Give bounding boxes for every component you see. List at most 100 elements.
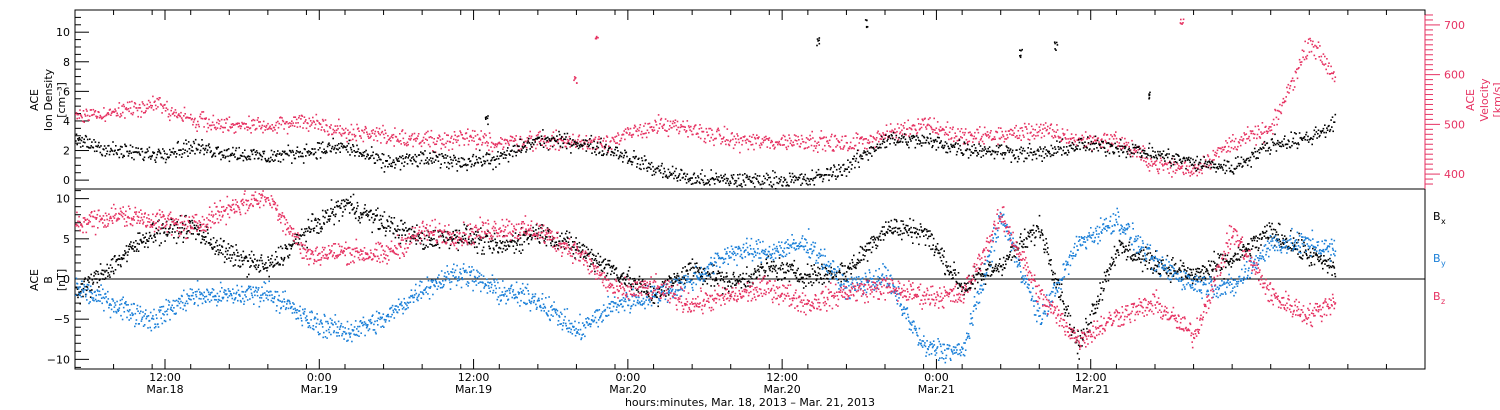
density-point [241, 155, 243, 157]
density-point [995, 145, 998, 147]
density-point [108, 153, 111, 156]
velocity-point [464, 138, 466, 140]
bx-point [277, 261, 279, 264]
velocity-point [411, 133, 414, 135]
velocity-point [476, 143, 478, 146]
velocity-point [909, 133, 912, 135]
velocity-point [566, 138, 569, 141]
density-point [623, 154, 625, 157]
density-point [883, 141, 886, 143]
velocity-point [118, 102, 121, 104]
bx-point [732, 273, 734, 276]
bx-point [647, 291, 649, 293]
velocity-point [275, 121, 278, 124]
bx-point [399, 229, 401, 231]
velocity-point [99, 114, 102, 117]
velocity-point [1313, 54, 1316, 57]
bx-point [730, 285, 732, 288]
velocity-point [1260, 133, 1263, 135]
bx-point [567, 237, 569, 239]
velocity-point [1075, 144, 1078, 146]
density-point [314, 148, 316, 150]
density-point [1065, 152, 1067, 154]
velocity-point [852, 137, 855, 139]
velocity-point [741, 143, 743, 146]
bx-point [227, 243, 230, 245]
velocity-point [662, 127, 664, 129]
velocity-point [276, 132, 278, 134]
velocity-point [367, 135, 369, 138]
velocity-point [990, 130, 992, 132]
velocity-point [1331, 77, 1334, 80]
density-point [1316, 137, 1318, 139]
velocity-point [329, 127, 332, 129]
bx-point [726, 275, 728, 278]
density-point [146, 148, 149, 150]
density-point [111, 150, 114, 152]
density-point [352, 145, 355, 148]
density-point [1178, 155, 1180, 157]
density-point [1134, 146, 1136, 149]
density-point [831, 175, 833, 178]
bx-point [670, 277, 672, 279]
bx-point [411, 225, 414, 228]
density-point [981, 148, 984, 150]
velocity-point [740, 137, 743, 139]
bx-point [196, 228, 198, 231]
velocity-point [1031, 135, 1034, 137]
density-point [465, 164, 468, 167]
velocity-point [1196, 174, 1198, 177]
bx-point [630, 285, 632, 288]
bx-point [82, 295, 84, 298]
bx-point [683, 276, 685, 279]
density-point [191, 146, 193, 148]
density-point [1326, 127, 1328, 129]
density-point [1028, 142, 1031, 145]
density-point [336, 144, 339, 147]
bx-point [539, 234, 542, 237]
bx-point [734, 284, 736, 286]
density-point [835, 178, 837, 180]
density-point [431, 162, 433, 164]
density-point [420, 151, 422, 153]
density-point [1035, 157, 1038, 160]
velocity-point [1113, 133, 1116, 136]
velocity-point [1141, 150, 1143, 153]
density-point [892, 137, 894, 140]
velocity-point [1170, 162, 1172, 165]
density-point [1119, 145, 1121, 148]
density-point [430, 160, 433, 162]
bx-point [654, 294, 656, 296]
density-point [1240, 156, 1243, 159]
density-point [1220, 165, 1223, 168]
density-point [361, 154, 364, 156]
density-point [1190, 157, 1192, 160]
bx-point [624, 283, 626, 285]
density-point [1292, 137, 1295, 140]
velocity-point [1270, 126, 1272, 128]
density-point [478, 157, 480, 159]
density-point [990, 153, 993, 155]
velocity-point [591, 148, 594, 150]
bx-point [394, 236, 397, 239]
density-point [1012, 155, 1015, 157]
density-point [498, 163, 501, 165]
density-point [499, 155, 501, 157]
velocity-point [119, 116, 121, 118]
bx-point [143, 237, 145, 239]
bx-point [177, 236, 180, 239]
density-point [638, 167, 641, 170]
density-point [839, 170, 841, 173]
velocity-point [258, 121, 260, 123]
density-point [101, 154, 104, 157]
bx-point [563, 248, 566, 250]
density-point [996, 153, 999, 156]
velocity-point [1148, 162, 1150, 165]
density-point [475, 155, 477, 158]
velocity-point [1162, 165, 1164, 167]
velocity-point [1300, 64, 1302, 66]
bx-point [269, 264, 271, 267]
velocity-point [258, 125, 261, 127]
density-point [542, 146, 545, 148]
velocity-point [659, 123, 661, 125]
